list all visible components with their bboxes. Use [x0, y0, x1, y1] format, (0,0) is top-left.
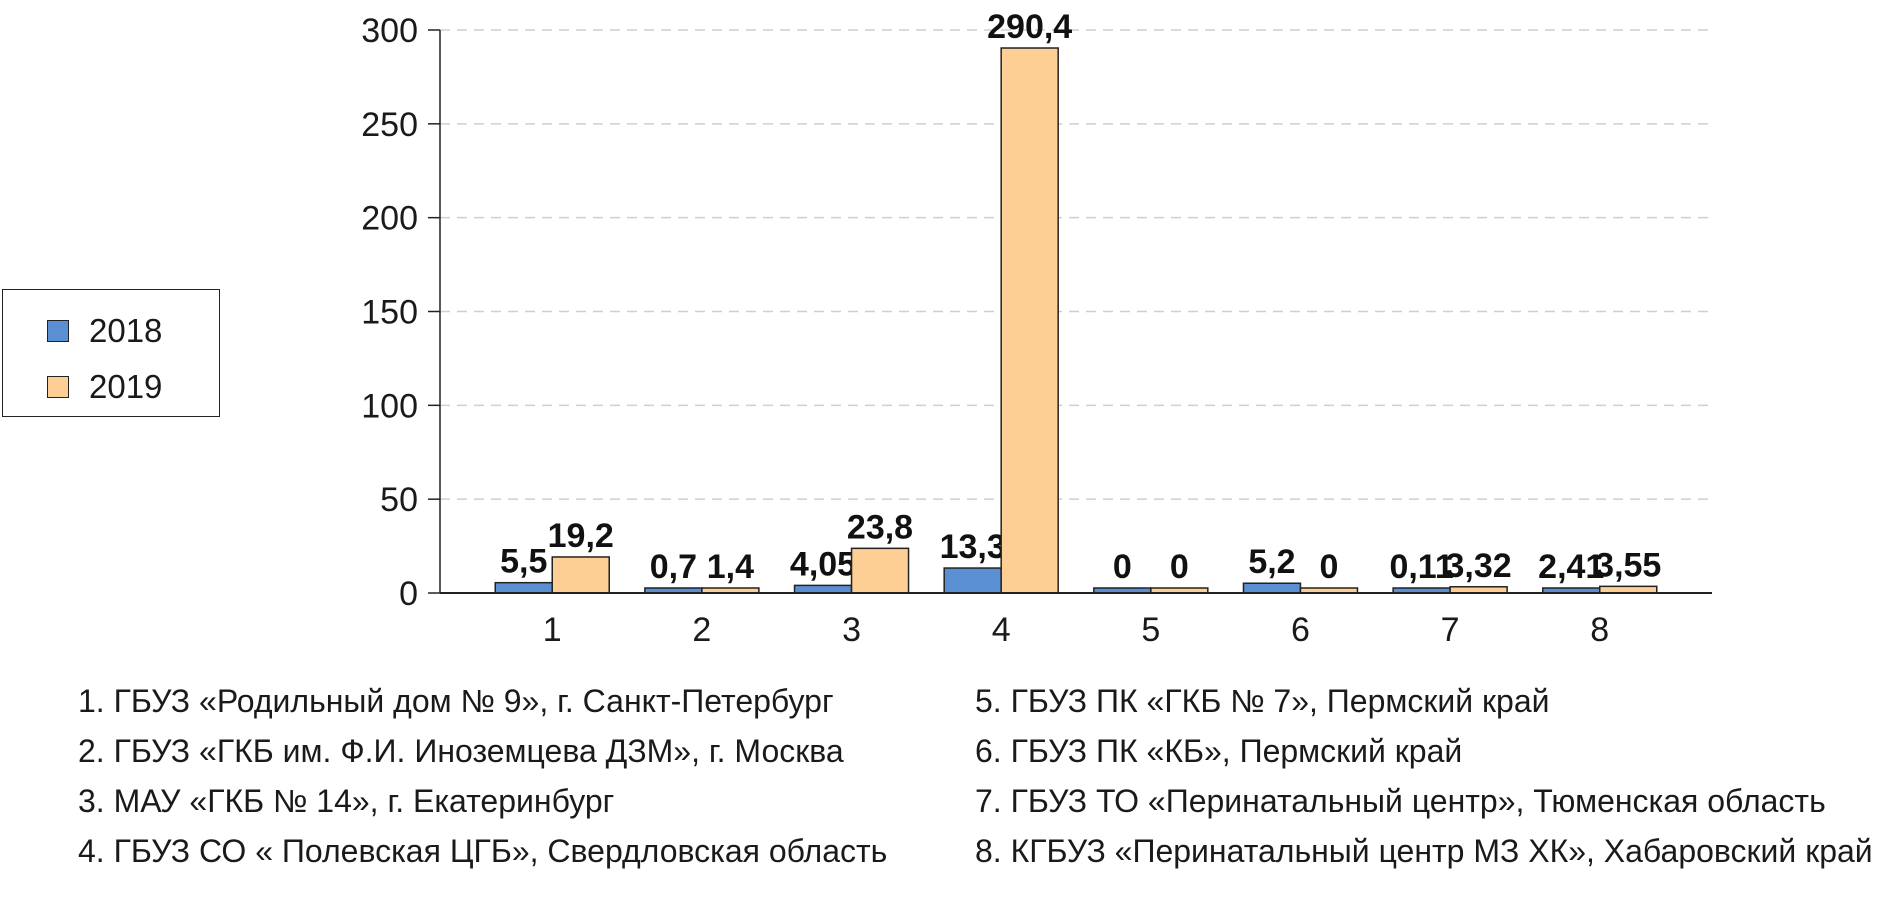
y-tick-label: 300 [361, 12, 418, 50]
x-tick-label: 5 [1141, 611, 1160, 649]
data-label-2019-7: 3,32 [1446, 547, 1512, 585]
y-tick-label: 250 [361, 106, 418, 144]
x-tick-label: 3 [842, 611, 861, 649]
legend-label-2019: 2019 [89, 368, 163, 405]
bar-2018-1 [494, 581, 553, 594]
bar-2019-4 [1000, 47, 1059, 594]
data-label-2018-2: 0,7 [650, 548, 697, 586]
legend-item-2019: 2019 [47, 370, 162, 403]
bar-2018-6 [1242, 582, 1302, 594]
data-label-2018-7: 0,11 [1389, 548, 1453, 586]
data-label-2018-4: 13,3 [940, 528, 1006, 566]
x-tick-label: 4 [992, 611, 1011, 649]
data-label-2019-8: 3,55 [1595, 546, 1661, 584]
legend-label-2018: 2018 [89, 312, 163, 349]
legend: 2018 2019 [2, 289, 220, 417]
bar-2018-4 [943, 567, 1002, 594]
data-label-2019-3: 23,8 [847, 508, 913, 546]
note-7: 7. ГБУЗ ТО «Перинатальный центр», Тюменс… [975, 783, 1826, 819]
note-1: 1. ГБУЗ «Родильный дом № 9», г. Санкт-Пе… [78, 683, 834, 719]
y-tick-label: 150 [361, 294, 418, 332]
legend-item-2018: 2018 [47, 314, 162, 347]
note-5: 5. ГБУЗ ПК «ГКБ № 7», Пермский край [975, 683, 1550, 719]
note-6: 6. ГБУЗ ПК «КБ», Пермский край [975, 733, 1463, 769]
x-tick-label: 8 [1590, 611, 1609, 649]
bar-2018-3 [793, 584, 853, 594]
x-tick-label: 6 [1291, 611, 1310, 649]
note-2: 2. ГБУЗ «ГКБ им. Ф.И. Иноземцева ДЗМ», г… [78, 733, 844, 769]
data-label-2019-5: 0 [1170, 548, 1189, 586]
data-label-2019-4: 290,4 [987, 8, 1072, 46]
data-label-2019-6: 0 [1320, 548, 1339, 586]
data-label-2018-1: 5,5 [500, 543, 547, 581]
y-tick-label: 200 [361, 200, 418, 238]
data-label-2019-2: 1,4 [707, 548, 754, 586]
note-4: 4. ГБУЗ СО « Полевская ЦГБ», Свердловска… [78, 833, 888, 869]
notes-right: 5. ГБУЗ ПК «ГКБ № 7», Пермский край 6. Г… [975, 676, 1873, 876]
data-label-2018-6: 5,2 [1248, 543, 1295, 581]
x-tick-label: 7 [1441, 611, 1460, 649]
y-tick-label: 0 [399, 575, 418, 613]
data-label-2018-8: 2,41 [1538, 548, 1604, 586]
data-label-2018-5: 0 [1113, 548, 1132, 586]
note-3: 3. МАУ «ГКБ № 14», г. Екатеринбург [78, 783, 615, 819]
legend-swatch-2018 [47, 319, 69, 342]
y-tick-label: 100 [361, 387, 418, 425]
data-label-2019-1: 19,2 [548, 517, 614, 555]
legend-swatch-2019 [47, 375, 69, 398]
notes-left: 1. ГБУЗ «Родильный дом № 9», г. Санкт-Пе… [78, 676, 887, 876]
note-8: 8. КГБУЗ «Перинатальный центр МЗ ХК», Ха… [975, 833, 1873, 869]
y-tick-label: 50 [380, 481, 418, 519]
x-tick-label: 1 [543, 611, 562, 649]
x-tick-label: 2 [692, 611, 711, 649]
bar-2019-3 [850, 547, 910, 594]
data-label-2018-3: 4,05 [790, 545, 856, 583]
bar-2019-1 [551, 556, 610, 594]
